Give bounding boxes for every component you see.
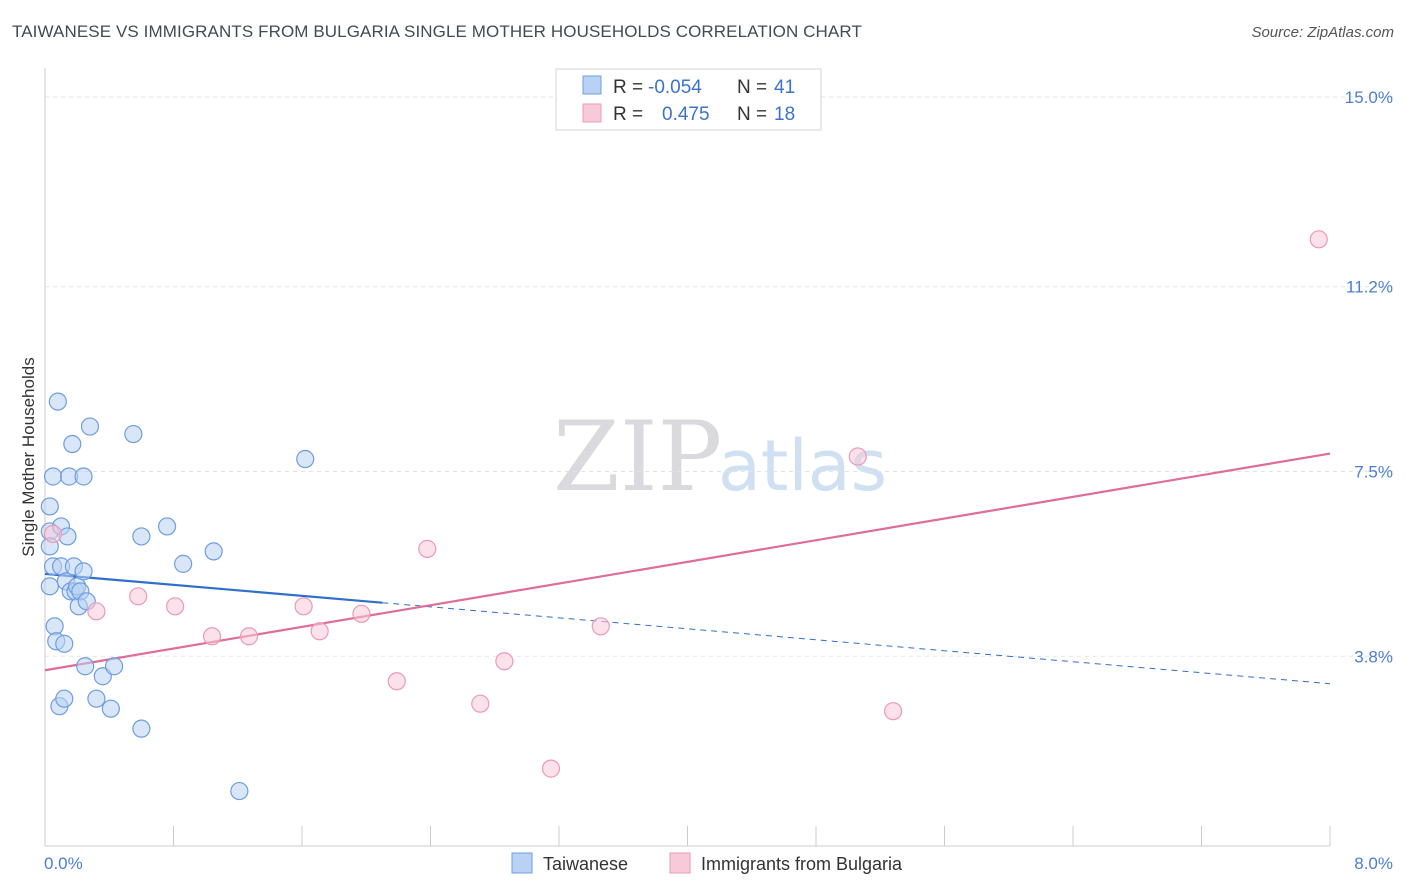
point-taiwanese xyxy=(157,517,177,536)
legend-r-value-2: 0.475 xyxy=(662,104,710,125)
chart-title: TAIWANESE VS IMMIGRANTS FROM BULGARIA SI… xyxy=(12,22,862,41)
point-taiwanese xyxy=(80,417,100,436)
series-legend-swatch-bulgaria xyxy=(669,852,691,874)
legend-swatch-bulgaria xyxy=(582,103,602,123)
point-bulgaria xyxy=(239,627,259,646)
point-taiwanese xyxy=(87,689,106,708)
point-taiwanese xyxy=(124,424,143,444)
legend-r-label-1: R = xyxy=(613,77,643,98)
point-bulgaria xyxy=(202,627,222,646)
x-tick-label-min: 0.0% xyxy=(44,854,83,873)
point-bulgaria xyxy=(495,652,514,671)
stats-legend: R = -0.054 N = 41 R = 0.475 N = 18 xyxy=(555,68,822,131)
trend-line-taiwanese xyxy=(44,572,383,604)
series-legend-label-bulgaria: Immigrants from Bulgaria xyxy=(701,854,903,874)
point-taiwanese xyxy=(296,449,315,469)
point-taiwanese xyxy=(63,434,82,454)
legend-n-label-1: N = xyxy=(737,77,767,98)
point-taiwanese xyxy=(74,562,93,581)
point-bulgaria xyxy=(591,617,610,636)
point-bulgaria xyxy=(87,602,106,621)
y-tick-label: 3.8% xyxy=(1354,647,1393,666)
y-axis-label: Single Mother Households xyxy=(19,357,38,556)
point-taiwanese xyxy=(74,467,93,486)
legend-swatch-taiwanese xyxy=(582,75,602,95)
legend-r-value-1: -0.054 xyxy=(648,77,702,98)
trend-line-taiwanese-extrapolated xyxy=(382,602,1331,685)
point-taiwanese xyxy=(55,689,74,708)
y-tick-label: 11.2% xyxy=(1346,278,1393,297)
point-taiwanese xyxy=(48,392,67,411)
y-tick-label: 15.0% xyxy=(1345,88,1393,107)
point-bulgaria xyxy=(294,597,313,616)
point-bulgaria xyxy=(541,759,561,778)
point-bulgaria xyxy=(1309,230,1328,249)
point-taiwanese xyxy=(76,657,95,676)
legend-n-value-2: 18 xyxy=(774,104,795,125)
y-tick-label: 7.5% xyxy=(1354,463,1393,482)
point-bulgaria xyxy=(883,702,903,721)
series-legend-label-taiwanese: Taiwanese xyxy=(543,854,628,874)
axes: 3.8% 7.5% 11.2% 15.0% 0.0% 8.0% xyxy=(44,68,1393,873)
point-taiwanese xyxy=(40,577,59,596)
point-taiwanese xyxy=(40,497,59,516)
point-bulgaria xyxy=(848,447,867,466)
point-taiwanese xyxy=(132,719,151,738)
point-taiwanese xyxy=(230,781,249,801)
series-legend: Taiwanese Immigrants from Bulgaria xyxy=(511,852,903,874)
point-bulgaria xyxy=(471,694,490,713)
point-bulgaria xyxy=(166,597,185,616)
x-tick-label-max: 8.0% xyxy=(1354,854,1393,873)
point-taiwanese xyxy=(204,542,223,561)
point-bulgaria xyxy=(352,604,371,623)
point-taiwanese xyxy=(104,657,124,676)
point-taiwanese xyxy=(132,527,151,546)
point-taiwanese xyxy=(45,617,64,636)
chart-source: Source: ZipAtlas.com xyxy=(1251,24,1394,41)
trend-lines xyxy=(44,452,1331,685)
point-taiwanese xyxy=(101,699,120,718)
point-taiwanese xyxy=(55,634,74,653)
legend-n-value-1: 41 xyxy=(774,77,795,98)
point-bulgaria xyxy=(43,524,63,544)
point-bulgaria xyxy=(387,672,406,691)
point-bulgaria xyxy=(418,539,437,558)
point-bulgaria xyxy=(310,622,329,641)
legend-r-label-2: R = xyxy=(613,104,643,125)
data-points xyxy=(40,230,1328,801)
point-taiwanese xyxy=(174,554,193,573)
series-legend-swatch-taiwanese xyxy=(511,852,533,874)
point-bulgaria xyxy=(129,587,148,606)
trend-line-bulgaria xyxy=(44,452,1331,672)
point-taiwanese xyxy=(43,467,63,486)
gridlines xyxy=(45,96,1395,657)
watermark-atlas: atlas xyxy=(718,425,887,507)
legend-n-label-2: N = xyxy=(737,104,767,125)
watermark-zip: ZIP xyxy=(553,401,722,513)
